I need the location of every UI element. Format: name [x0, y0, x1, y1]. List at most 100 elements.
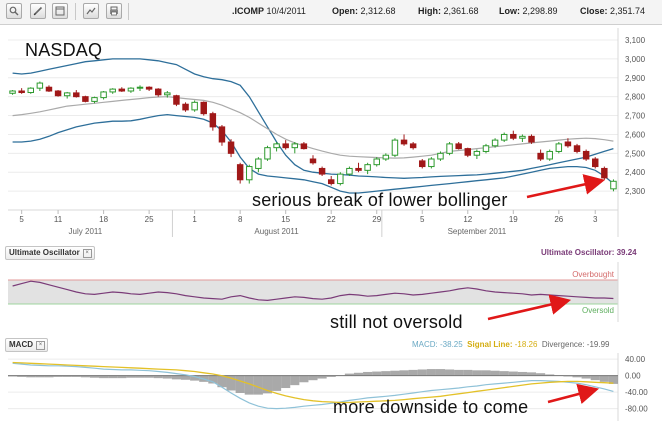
candle-body [391, 139, 399, 156]
macd-line [12, 362, 614, 410]
signal-value: -18.26 [514, 340, 538, 349]
divergence-value: -19.99 [586, 340, 610, 349]
divergence-bar [281, 375, 291, 389]
candle-body [273, 143, 280, 149]
header-date: 10/4/2011 [266, 6, 306, 16]
candle-body [555, 143, 563, 152]
candle-body [36, 82, 44, 89]
divergence-bar [353, 372, 364, 376]
x-tick-label: 1 [192, 215, 197, 224]
zoom-icon[interactable] [6, 3, 22, 19]
ultimate-oscillator-tab[interactable]: Ultimate Oscillator × [5, 246, 95, 260]
candle-body [537, 152, 544, 160]
window-icon[interactable] [52, 3, 68, 19]
divergence-bar [308, 375, 318, 381]
divergence-bar [208, 375, 218, 384]
macd-plot-area [8, 353, 618, 421]
ultimate-oscillator-title: Ultimate Oscillator [9, 248, 80, 257]
divergence-bar [445, 369, 455, 376]
candle-body [446, 143, 453, 154]
macd-y-tick-label: 40.00 [625, 355, 646, 364]
nasdaq-annotation: NASDAQ [25, 40, 103, 60]
divergence-bar [17, 375, 27, 377]
high-value: 2,361.68 [443, 6, 479, 16]
divergence-bar [162, 375, 172, 379]
macd-title: MACD [9, 340, 33, 349]
candle-body [127, 87, 135, 92]
close-icon[interactable]: × [36, 341, 45, 350]
candle-body [610, 180, 617, 190]
candle-body [9, 90, 16, 94]
ultimate-oscillator-line [12, 280, 614, 302]
candle-body [528, 135, 535, 143]
divergence-bar [481, 370, 491, 376]
candle-body [227, 141, 235, 154]
x-tick-label: 11 [54, 215, 63, 224]
candle-body [27, 87, 34, 94]
close-icon[interactable]: × [82, 249, 92, 258]
line-chart-icon[interactable] [83, 3, 99, 19]
price-y-tick-label: 3,100 [625, 36, 646, 45]
month-label: September 2011 [448, 227, 507, 236]
month-label: July 2011 [69, 227, 103, 236]
close-value: 2,351.74 [610, 6, 646, 16]
candle-body [282, 143, 289, 149]
price-plot-area [8, 40, 618, 210]
header-open: Open: 2,312.68 [332, 6, 396, 16]
header-symbol-date: .ICOMP 10/4/2011 [232, 6, 306, 16]
divergence-bar [244, 375, 254, 395]
signal-label: Signal Line: [467, 340, 513, 349]
print-icon[interactable] [106, 3, 122, 19]
candle-body [500, 133, 508, 141]
macd-y-tick-label: 0.00 [625, 372, 641, 381]
candle-body [428, 158, 435, 168]
bollinger-lower-band [12, 113, 614, 194]
low-label: Low: [499, 6, 520, 16]
divergence-bar [217, 375, 227, 388]
divergence-bar [99, 375, 109, 379]
candle-body [473, 150, 481, 156]
ultimate-oscillator-label: Ultimate Oscillator: [541, 248, 615, 257]
ultimate-oscillator-value: 39.24 [616, 248, 637, 257]
pencil-icon[interactable] [30, 3, 46, 19]
divergence-bar [89, 375, 100, 378]
x-tick-label: 15 [281, 215, 290, 224]
toolbar-separator [128, 3, 129, 20]
low-value: 2,298.89 [522, 6, 558, 16]
divergence-bar [572, 375, 582, 378]
divergence-bar [272, 375, 282, 391]
divergence-bar [344, 373, 354, 376]
divergence-bar [35, 375, 45, 378]
header-low: Low: 2,298.89 [499, 6, 558, 16]
divergence-bar [126, 375, 136, 378]
header-close: Close: 2,351.74 [580, 6, 645, 16]
divergence-bar [490, 370, 500, 376]
macd-tab[interactable]: MACD × [5, 338, 48, 352]
price-y-tick-label: 3,000 [625, 55, 646, 64]
divergence-bar [299, 375, 309, 383]
candle-body [482, 145, 490, 152]
month-label: August 2011 [254, 227, 299, 236]
high-label: High: [418, 6, 441, 16]
header-symbol: .ICOMP [232, 6, 265, 16]
oscillator-neutral-band [8, 280, 618, 304]
price-y-tick-label: 2,400 [625, 168, 646, 177]
candle-body [373, 158, 380, 166]
x-tick-label: 5 [19, 215, 24, 224]
price-y-tick-label: 2,800 [625, 93, 646, 102]
candle-body [164, 92, 171, 96]
divergence-bar [463, 369, 473, 376]
candle-body [419, 160, 426, 168]
divergence-bar [517, 371, 527, 376]
candle-body [601, 167, 608, 179]
divergence-bar [372, 371, 382, 376]
candle-body [218, 126, 226, 143]
candle-body [246, 166, 253, 181]
signal-line [12, 361, 614, 404]
divergence-bar [226, 375, 236, 391]
candle-body [382, 154, 390, 160]
divergence-bar [399, 370, 409, 376]
bollinger-arrow [526, 174, 606, 199]
candle-body [564, 141, 572, 147]
